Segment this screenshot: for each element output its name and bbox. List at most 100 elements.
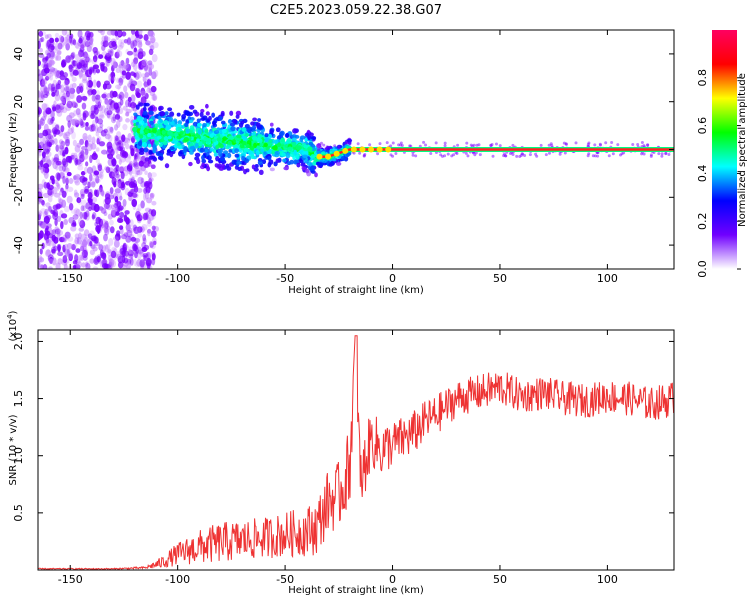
spectrum-point xyxy=(137,246,142,254)
spectrum-point xyxy=(138,120,145,126)
spectrum-point xyxy=(116,180,121,188)
spectrum-point xyxy=(85,121,89,127)
spectrum-point xyxy=(38,90,42,98)
spectrum-point xyxy=(119,156,126,163)
spectrum-point xyxy=(57,79,62,86)
spectrum-point xyxy=(96,98,102,105)
spectrum-point xyxy=(333,144,337,148)
spectrum-point xyxy=(287,146,293,151)
spectrum-point xyxy=(82,132,88,141)
spectrum-point xyxy=(151,200,157,206)
x-tick-label: 50 xyxy=(493,272,507,285)
spectrum-point xyxy=(106,103,113,111)
spectrum-point xyxy=(53,192,61,198)
spectrum-point xyxy=(38,152,41,158)
spectrum-point xyxy=(66,100,73,109)
spectrum-point xyxy=(42,57,48,63)
spectrum-point xyxy=(123,137,131,144)
spectrum-point xyxy=(121,234,127,240)
spectrum-point xyxy=(273,139,279,144)
spectrum-point xyxy=(42,129,49,137)
spectrum-point xyxy=(108,171,116,179)
spectrum-point xyxy=(119,149,125,155)
spectrum-point xyxy=(163,120,169,126)
spectrum-point xyxy=(241,136,248,141)
x-tick-label: -100 xyxy=(165,272,190,285)
spectrum-point xyxy=(91,235,98,243)
spectrum-point xyxy=(117,216,123,223)
spectrum-point xyxy=(129,227,134,234)
spectrum-point xyxy=(60,71,65,78)
spectrum-point xyxy=(378,142,382,146)
spectrum-point xyxy=(168,116,173,122)
spectrum-point xyxy=(41,151,46,159)
spectrum-point xyxy=(72,69,79,76)
spectrum-point xyxy=(446,152,450,156)
spectrum-point xyxy=(38,210,43,218)
spectrum-point xyxy=(110,75,115,84)
spectrum-point xyxy=(456,143,460,147)
spectrum-point xyxy=(51,248,56,254)
spectrum-point xyxy=(93,203,100,213)
spectrum-point xyxy=(142,110,148,116)
spectrum-point xyxy=(148,79,152,86)
spectrogram-marks xyxy=(38,30,674,269)
spectrum-point xyxy=(218,116,223,121)
spectrum-point xyxy=(558,152,562,156)
spectrum-point xyxy=(194,142,199,148)
spectrum-point xyxy=(125,39,131,45)
spectrum-point xyxy=(96,226,101,235)
spectrum-point xyxy=(73,239,78,248)
spectrum-point xyxy=(127,96,132,103)
spectrum-point xyxy=(110,250,117,259)
spectrum-point xyxy=(42,143,46,152)
spectrum-point xyxy=(201,154,205,161)
spectrum-point xyxy=(38,47,43,53)
spectrum-point xyxy=(148,41,155,48)
spectrum-point xyxy=(57,144,62,153)
spectrum-point xyxy=(114,211,120,216)
spectrum-point xyxy=(128,181,136,189)
spectrum-point xyxy=(245,143,250,149)
spectrum-point xyxy=(62,163,67,172)
spectrum-point xyxy=(134,250,138,259)
spectrum-point xyxy=(133,72,137,78)
spectrum-point xyxy=(547,151,551,155)
spectrum-point xyxy=(38,212,42,218)
spectrum-point xyxy=(128,167,133,176)
spectrum-point xyxy=(54,42,60,51)
spectrum-point xyxy=(75,60,80,66)
spectrum-point xyxy=(189,125,195,131)
spectrum-point xyxy=(221,163,226,169)
snr-ticks: -150 -100 -50 0 50 100 0.5 1.0 1.5 2.0 xyxy=(12,330,674,586)
spectrum-point xyxy=(137,140,143,147)
spectrum-point xyxy=(152,156,158,162)
spectrum-point xyxy=(59,190,63,196)
spectrum-point xyxy=(61,98,66,105)
spectrum-point xyxy=(48,137,53,143)
spectrogram-panel: -150 -100 -50 0 50 100 -40 -20 0 20 40 Height of s… xyxy=(8,29,675,296)
spectrum-point xyxy=(291,141,297,148)
spectrum-point xyxy=(127,101,132,108)
spectrum-point xyxy=(38,261,41,269)
spectrum-point xyxy=(266,142,272,147)
spectrum-point xyxy=(117,146,124,152)
spectrum-point xyxy=(385,141,389,145)
spectrum-point xyxy=(67,120,72,129)
spectrum-point xyxy=(94,221,98,227)
spectrum-point xyxy=(83,34,87,43)
spectrum-point xyxy=(660,152,664,156)
spectrum-point xyxy=(65,177,69,186)
spectrum-point xyxy=(52,186,58,195)
spectrum-point xyxy=(81,262,86,268)
spectrum-point xyxy=(141,242,147,249)
spectrum-point xyxy=(118,61,123,68)
spectrum-point xyxy=(328,162,333,167)
spectrum-point xyxy=(399,141,403,145)
spectrum-point xyxy=(348,142,352,146)
spectrum-point xyxy=(64,175,69,184)
spectrum-point xyxy=(42,109,48,118)
spectrum-point xyxy=(187,119,194,124)
spectrum-point xyxy=(134,237,141,243)
spectrum-point xyxy=(231,159,237,165)
